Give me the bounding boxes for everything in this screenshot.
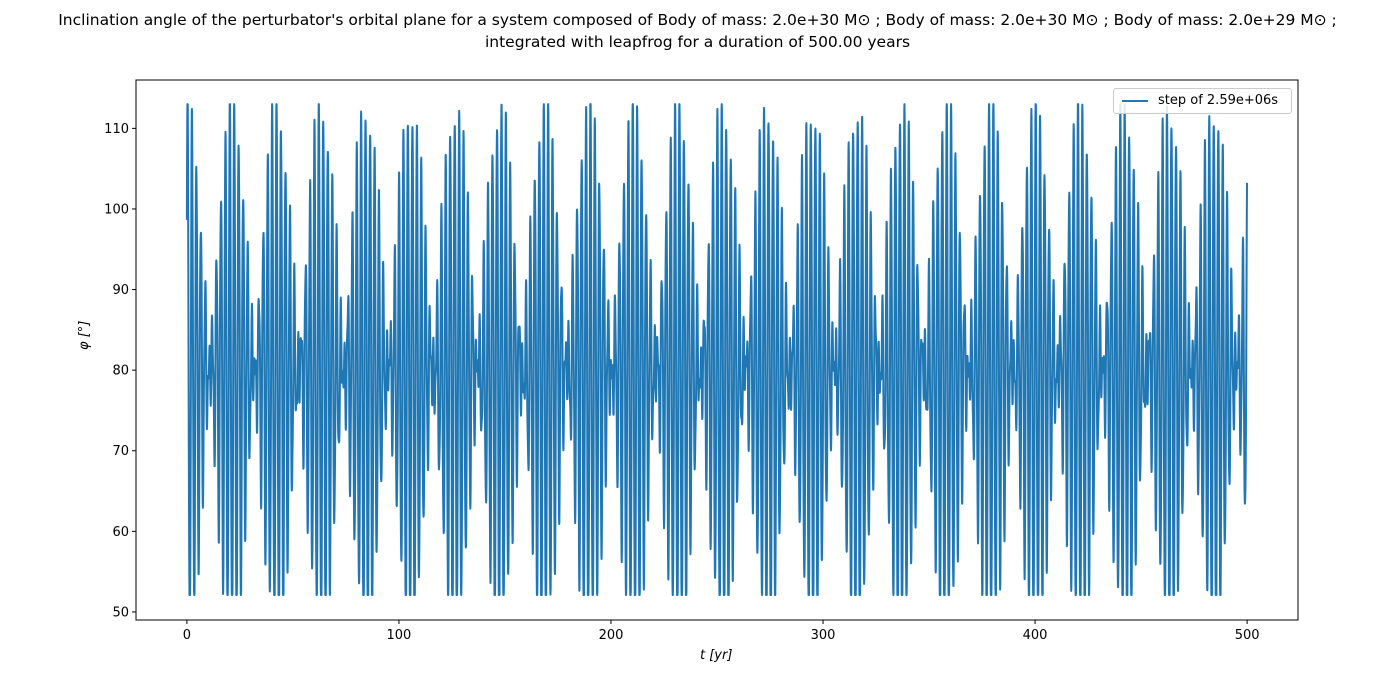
chart-title-line2: integrated with leapfrog for a duration … [484,33,911,51]
legend: step of 2.59e+06s [1113,88,1292,114]
series-line [185,103,1249,597]
y-tick-label: 70 [112,444,129,459]
y-tick-label: 80 [112,364,129,379]
x-tick-label: 200 [599,628,624,643]
y-tick-label: 100 [104,202,129,217]
y-tick-label: 50 [112,605,129,620]
x-tick-label: 400 [1023,628,1048,643]
x-tick-label: 500 [1235,628,1260,643]
y-tick-label: 110 [104,122,129,137]
y-tick-label: 90 [112,283,129,298]
x-tick-label: 0 [183,628,191,643]
axes-frame [135,79,1299,621]
legend-line-swatch [1122,100,1148,102]
legend-label: step of 2.59e+06s [1158,93,1279,108]
x-tick-label: 100 [387,628,412,643]
x-axis-label: t [yr] [700,648,733,663]
y-axis-label: φ [°] [77,320,92,350]
y-tick-label: 60 [112,525,129,540]
chart-title-line1: Inclination angle of the perturbator's o… [58,11,1337,29]
x-tick-label: 300 [811,628,836,643]
